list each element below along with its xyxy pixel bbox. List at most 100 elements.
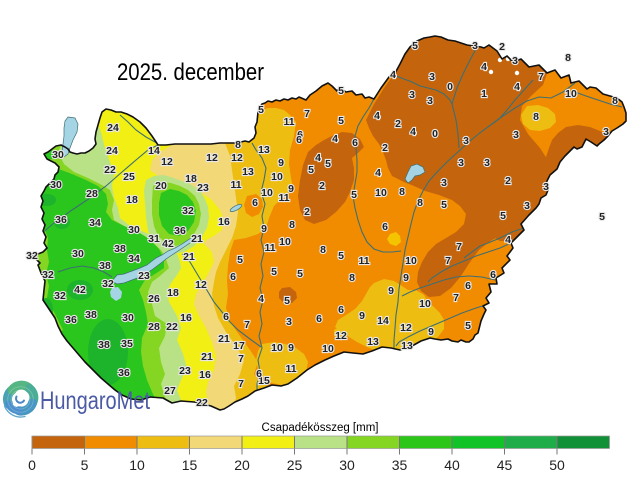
svg-text:13: 13 [367,336,379,348]
svg-text:8: 8 [399,186,405,198]
svg-text:5: 5 [412,40,418,52]
svg-text:25: 25 [287,457,303,473]
svg-text:5: 5 [297,268,303,280]
svg-text:8: 8 [612,95,618,107]
svg-text:23: 23 [179,365,191,377]
svg-text:5: 5 [465,320,471,332]
svg-text:17: 17 [233,340,245,352]
svg-text:7: 7 [238,353,244,365]
svg-text:2: 2 [395,118,401,130]
svg-text:1: 1 [481,88,487,100]
svg-text:0: 0 [28,457,36,473]
svg-text:0: 0 [432,128,438,140]
svg-text:22: 22 [104,164,116,176]
svg-text:6: 6 [465,280,471,292]
svg-text:12: 12 [400,322,412,334]
svg-text:6: 6 [338,304,344,316]
svg-text:3: 3 [603,126,609,138]
svg-text:22: 22 [196,397,208,409]
svg-text:10: 10 [271,342,283,354]
svg-text:7: 7 [244,319,250,331]
svg-text:4: 4 [390,69,396,81]
svg-text:3: 3 [463,135,469,147]
svg-text:9: 9 [261,223,267,235]
svg-text:10: 10 [419,298,431,310]
svg-text:2: 2 [382,142,388,154]
svg-text:45: 45 [497,457,513,473]
svg-text:4: 4 [258,293,264,305]
svg-text:12: 12 [231,152,243,164]
svg-text:32: 32 [54,290,66,302]
svg-text:9: 9 [428,326,434,338]
svg-text:5: 5 [599,211,605,223]
svg-text:3: 3 [472,40,478,52]
svg-text:5: 5 [308,164,314,176]
svg-text:7: 7 [238,378,244,390]
svg-text:6: 6 [296,134,302,146]
svg-text:16: 16 [199,369,211,381]
svg-text:9: 9 [288,183,294,195]
svg-text:25: 25 [123,171,135,183]
svg-text:22: 22 [166,321,178,333]
svg-text:32: 32 [182,205,194,217]
svg-text:4: 4 [375,167,381,179]
svg-text:21: 21 [191,233,203,245]
svg-text:27: 27 [164,385,176,397]
svg-text:10: 10 [322,343,334,355]
svg-text:18: 18 [167,287,179,299]
svg-text:4: 4 [410,126,416,138]
svg-text:28: 28 [86,188,98,200]
svg-text:32: 32 [26,250,38,262]
svg-text:6: 6 [297,129,303,141]
svg-text:15: 15 [182,457,198,473]
svg-text:38: 38 [98,339,110,351]
svg-text:5: 5 [258,104,264,116]
svg-text:18: 18 [185,173,197,185]
svg-text:8: 8 [565,52,571,64]
svg-text:11: 11 [264,242,275,254]
svg-text:20: 20 [234,457,250,473]
svg-text:HungaroMet: HungaroMet [40,387,150,415]
svg-text:3: 3 [512,55,518,67]
svg-text:23: 23 [197,182,209,194]
svg-text:5: 5 [271,266,277,278]
svg-text:10: 10 [271,171,283,183]
svg-text:15: 15 [258,375,270,387]
svg-text:7: 7 [456,241,462,253]
svg-text:2025. december: 2025. december [117,59,264,86]
svg-text:38: 38 [99,260,111,272]
svg-text:10: 10 [279,236,291,248]
svg-text:3: 3 [513,129,519,141]
svg-text:8: 8 [349,272,355,284]
svg-text:30: 30 [339,457,355,473]
svg-text:30: 30 [52,149,64,161]
svg-text:2: 2 [319,180,325,192]
svg-text:7: 7 [445,255,451,267]
svg-text:24: 24 [106,145,118,157]
svg-text:26: 26 [148,293,160,305]
svg-text:3: 3 [543,181,549,193]
svg-text:4: 4 [481,61,487,73]
svg-text:35: 35 [392,457,408,473]
svg-text:5: 5 [441,199,447,211]
svg-text:8: 8 [320,244,326,256]
svg-text:6: 6 [490,269,496,281]
svg-text:23: 23 [138,270,150,282]
svg-text:3: 3 [409,89,415,101]
svg-text:3: 3 [458,157,464,169]
svg-text:34: 34 [89,217,101,229]
svg-text:8: 8 [533,111,539,123]
svg-text:36: 36 [65,314,77,326]
svg-text:9: 9 [403,272,409,284]
svg-text:5: 5 [500,210,506,222]
svg-text:10: 10 [261,187,273,199]
svg-text:24: 24 [107,122,119,134]
svg-text:21: 21 [183,251,195,263]
svg-text:11: 11 [285,363,296,375]
svg-text:14: 14 [148,145,160,157]
svg-text:36: 36 [174,225,186,237]
svg-text:6: 6 [256,368,262,380]
svg-text:12: 12 [206,152,218,164]
svg-text:6: 6 [382,221,388,233]
svg-text:42: 42 [74,284,86,296]
